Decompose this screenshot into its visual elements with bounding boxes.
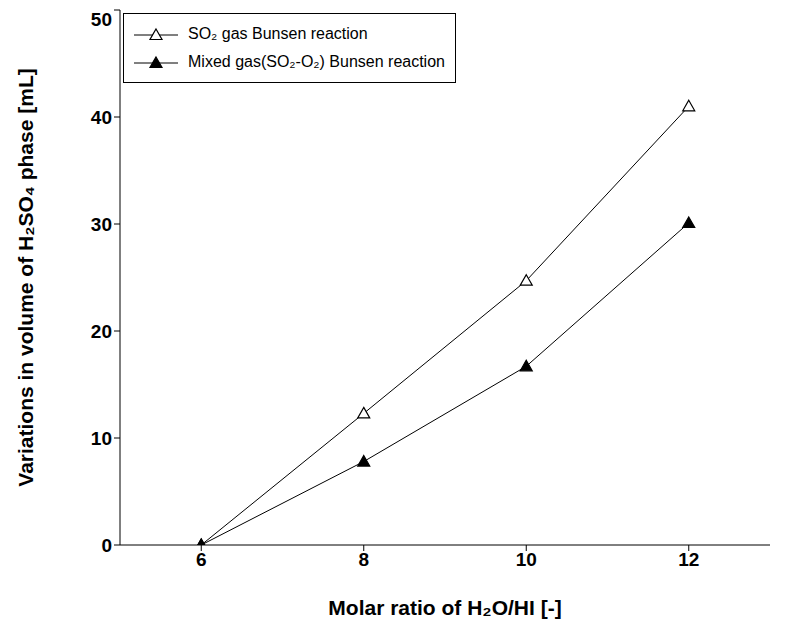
svg-text:Molar ratio of H₂O/HI [-]: Molar ratio of H₂O/HI [-] bbox=[328, 596, 561, 619]
svg-text:10: 10 bbox=[516, 549, 537, 570]
svg-text:20: 20 bbox=[91, 321, 112, 342]
svg-text:30: 30 bbox=[91, 214, 112, 235]
svg-text:0: 0 bbox=[101, 535, 112, 556]
svg-text:Variations in volume of H₂SO₄: Variations in volume of H₂SO₄ phase [mL] bbox=[14, 68, 37, 486]
svg-text:50: 50 bbox=[91, 9, 112, 30]
svg-text:8: 8 bbox=[358, 549, 369, 570]
svg-text:40: 40 bbox=[91, 107, 112, 128]
html-text:Mixed gas(SO₂-O₂) Bunsen react: Mixed gas(SO₂-O₂) Bunsen reaction bbox=[188, 53, 445, 70]
svg-text:12: 12 bbox=[678, 549, 699, 570]
svg-text:6: 6 bbox=[196, 549, 207, 570]
svg-text:10: 10 bbox=[91, 428, 112, 449]
html-text:SO₂ gas Bunsen reaction: SO₂ gas Bunsen reaction bbox=[188, 25, 368, 42]
